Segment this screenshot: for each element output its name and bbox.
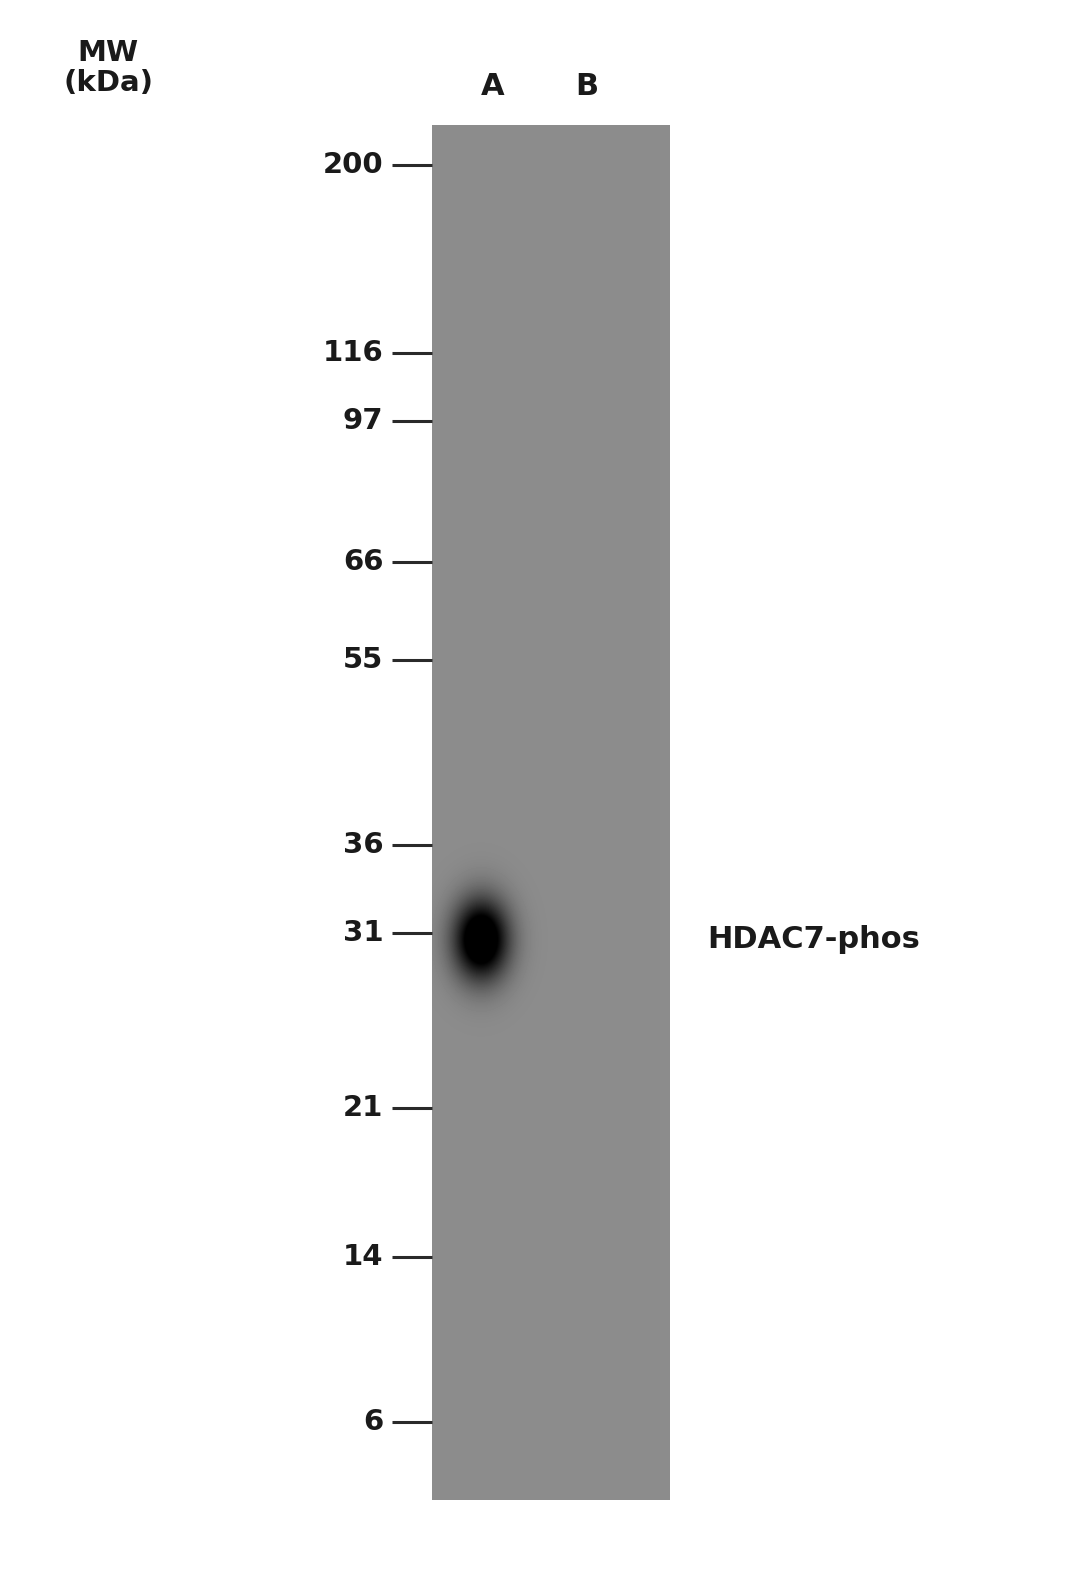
Text: 21: 21 bbox=[343, 1093, 383, 1122]
Text: A: A bbox=[481, 72, 504, 101]
Text: 116: 116 bbox=[323, 339, 383, 368]
Text: 66: 66 bbox=[343, 548, 383, 577]
Text: B: B bbox=[575, 72, 598, 101]
Text: 31: 31 bbox=[342, 919, 383, 947]
Text: 6: 6 bbox=[363, 1408, 383, 1436]
Text: MW
(kDa): MW (kDa) bbox=[63, 39, 153, 97]
Text: 55: 55 bbox=[343, 646, 383, 674]
Text: 200: 200 bbox=[323, 151, 383, 179]
Text: 36: 36 bbox=[342, 831, 383, 859]
Text: 97: 97 bbox=[342, 407, 383, 435]
Text: 14: 14 bbox=[343, 1243, 383, 1271]
Text: HDAC7-phos: HDAC7-phos bbox=[707, 925, 920, 954]
